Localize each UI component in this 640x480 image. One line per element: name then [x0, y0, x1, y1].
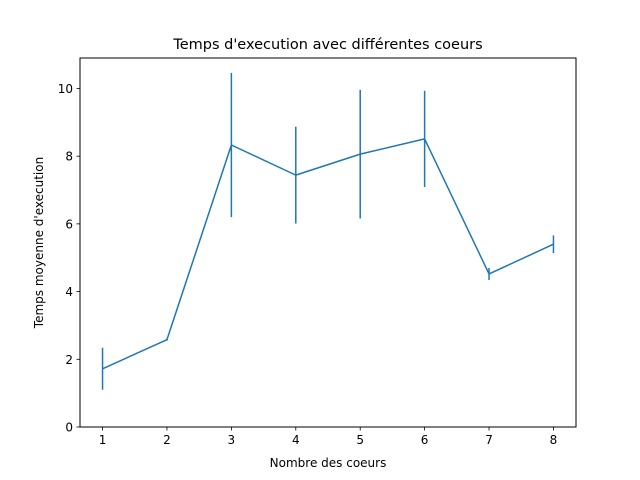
- x-tick-label: 2: [163, 433, 171, 447]
- y-tick-label: 4: [65, 285, 73, 299]
- x-tick-label: 5: [356, 433, 364, 447]
- y-tick-label: 0: [65, 421, 73, 435]
- y-tick-label: 6: [65, 217, 73, 231]
- series-line: [102, 138, 554, 370]
- x-tick-label: 7: [485, 433, 493, 447]
- y-tick-label: 8: [65, 150, 73, 164]
- x-tick-label: 6: [421, 433, 429, 447]
- x-axis-label: Nombre des coeurs: [270, 456, 387, 470]
- x-tick-label: 1: [99, 433, 107, 447]
- axes-frame: [79, 57, 577, 428]
- y-tick-label: 10: [58, 82, 73, 96]
- x-tick-label: 4: [292, 433, 300, 447]
- x-tick-label: 8: [550, 433, 558, 447]
- y-ticks: 0 2 4 6 8 10: [58, 82, 80, 435]
- x-tick-label: 3: [228, 433, 236, 447]
- plot-area: [101, 72, 555, 390]
- chart-title: Temps d'execution avec différentes coeur…: [172, 37, 482, 53]
- x-ticks: 1 2 3 4 5 6 7 8: [99, 427, 558, 447]
- y-tick-label: 2: [65, 353, 73, 367]
- y-axis-label: Temps moyenne d'execution: [32, 157, 46, 329]
